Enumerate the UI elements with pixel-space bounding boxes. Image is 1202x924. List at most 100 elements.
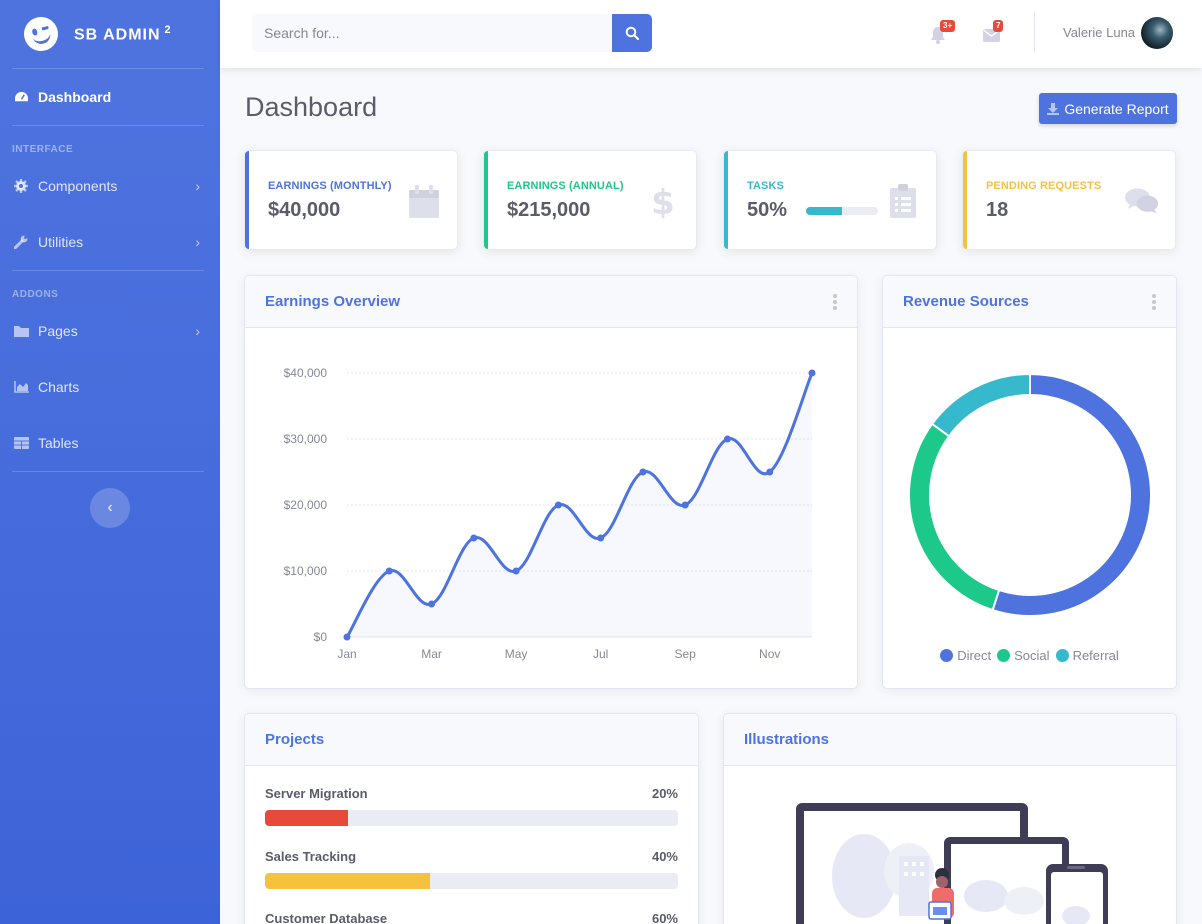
y-tick-label: $30,000 — [284, 432, 328, 446]
legend-dot — [1055, 649, 1069, 662]
generate-report-button[interactable]: Generate Report — [1039, 93, 1177, 124]
project-name: Sales Tracking — [265, 849, 357, 864]
more-options-icon[interactable] — [833, 293, 837, 310]
search-button[interactable] — [612, 14, 652, 52]
sidebar-item-label: Dashboard — [38, 89, 112, 105]
sidebar-item-utilities[interactable]: Utilities › — [0, 214, 220, 270]
avatar[interactable] — [1141, 17, 1173, 49]
data-point — [681, 501, 689, 509]
cog-icon — [13, 179, 29, 193]
sidebar-item-label: Pages — [38, 323, 78, 339]
data-point — [723, 435, 731, 443]
data-point — [808, 369, 816, 377]
y-tick-label: $0 — [314, 630, 328, 644]
data-point — [597, 534, 605, 542]
x-tick-label: Jul — [593, 647, 608, 661]
sidebar-item-label: Charts — [38, 379, 80, 395]
legend-dot — [997, 649, 1011, 662]
stat-accent-bar — [963, 151, 967, 249]
card-title: Revenue Sources — [903, 293, 1029, 310]
project-item: Server Migration 20% — [265, 786, 678, 826]
project-percent: 40% — [651, 849, 678, 864]
x-tick-label: Mar — [421, 647, 442, 661]
data-point — [554, 501, 562, 509]
stat-accent-bar — [724, 151, 728, 249]
progress-fill — [265, 810, 348, 826]
x-tick-label: Sep — [675, 647, 697, 661]
sidebar-item-components[interactable]: Components › — [0, 158, 220, 214]
legend-item: Direct — [940, 648, 991, 663]
calendar-icon — [407, 183, 441, 219]
stat-value: $40,000 — [268, 199, 341, 221]
card-header: Illustrations — [724, 714, 1176, 766]
card-title: Projects — [265, 731, 325, 748]
tasks-progress-bar — [806, 207, 878, 215]
sidebar-item-charts[interactable]: Charts — [0, 359, 220, 415]
alerts-dropdown[interactable]: 3+ — [930, 20, 956, 44]
comments-icon — [1125, 183, 1159, 219]
laugh-wink-icon — [20, 13, 62, 55]
topbar-divider — [1034, 12, 1035, 52]
wrench-icon — [13, 235, 29, 249]
data-point — [512, 567, 520, 575]
revenue-donut-chart — [908, 372, 1152, 617]
card-title: Earnings Overview — [265, 293, 401, 310]
project-name: Customer Database — [265, 911, 388, 924]
messages-dropdown[interactable]: 7 — [983, 20, 1007, 44]
sidebar-item-tables[interactable]: Tables — [0, 415, 220, 471]
sidebar-divider — [12, 471, 204, 472]
chevron-left-icon: ‹ — [107, 499, 113, 516]
topbar: 3+ 7 Valerie Luna — [220, 0, 1202, 68]
sidebar-item-label: Components — [38, 178, 118, 194]
legend-label: Social — [1014, 648, 1050, 663]
illustrations-card: Illustrations — [723, 713, 1177, 924]
x-tick-label: May — [505, 647, 528, 661]
messages-badge: 7 — [993, 20, 1004, 32]
progress-fill — [806, 207, 842, 215]
y-tick-label: $20,000 — [284, 498, 328, 512]
more-options-icon[interactable] — [1152, 293, 1156, 310]
brand-link[interactable]: SB ADMIN 2 — [0, 0, 220, 68]
sidebar-item-pages[interactable]: Pages › — [0, 303, 220, 359]
revenue-sources-card: Revenue Sources Direct Social Referral — [882, 275, 1177, 689]
generate-report-label: Generate Report — [1064, 100, 1169, 117]
svg-text:$: $ — [653, 184, 673, 218]
stat-label: PENDING REQUESTS — [986, 180, 1102, 192]
search-form — [252, 14, 652, 52]
y-tick-label: $40,000 — [284, 366, 328, 380]
page-title: Dashboard — [245, 92, 378, 122]
chart-legend: Direct Social Referral — [883, 648, 1176, 663]
dollar-icon: $ — [646, 183, 680, 219]
sidebar-item-label: Utilities — [38, 234, 84, 250]
chevron-right-icon: › — [195, 234, 200, 250]
clipboard-list-icon — [886, 183, 920, 219]
project-percent: 60% — [651, 911, 678, 924]
project-percent: 20% — [651, 786, 678, 801]
stat-label: EARNINGS (ANNUAL) — [507, 180, 624, 192]
project-name: Server Migration — [265, 786, 368, 801]
pie-slice — [908, 422, 1001, 612]
sidebar-toggle-button[interactable]: ‹ — [90, 488, 130, 528]
data-point — [470, 534, 478, 542]
sidebar-item-dashboard[interactable]: Dashboard — [0, 69, 220, 125]
legend-item: Referral — [1055, 648, 1119, 663]
stat-card-tasks: TASKS 50% — [723, 150, 937, 250]
legend-item: Social — [997, 648, 1050, 663]
alerts-badge: 3+ — [940, 20, 956, 32]
search-input[interactable] — [252, 14, 612, 52]
user-name[interactable]: Valerie Luna — [1063, 25, 1136, 40]
data-point — [766, 468, 774, 476]
card-header: Revenue Sources — [883, 276, 1176, 328]
pie-slice — [930, 372, 1031, 438]
stat-value: 18 — [986, 199, 1009, 221]
card-header: Earnings Overview — [245, 276, 857, 328]
pie-slice — [991, 372, 1152, 617]
projects-card: Projects Server Migration 20% Sales Track… — [244, 713, 699, 924]
download-icon — [1047, 102, 1060, 115]
sidebar: SB ADMIN 2 Dashboard INTERFACE Components… — [0, 0, 220, 924]
data-point — [428, 600, 436, 608]
devices-illustration — [796, 803, 1108, 924]
legend-label: Referral — [1072, 648, 1119, 663]
area-fill — [347, 373, 812, 637]
stat-card-earnings-monthly: EARNINGS (MONTHLY) $40,000 — [244, 150, 458, 250]
